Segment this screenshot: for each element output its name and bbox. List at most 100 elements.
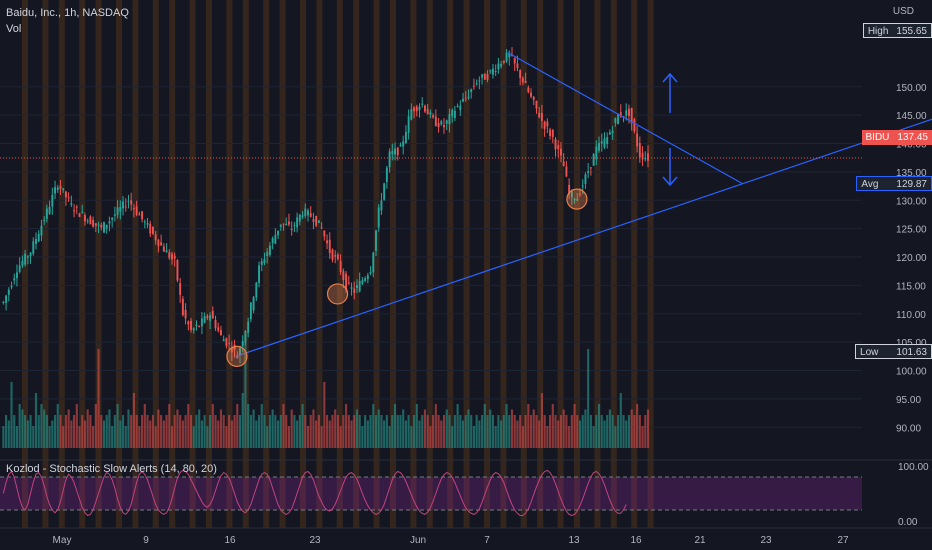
volume-bar bbox=[296, 420, 299, 448]
candle-body bbox=[141, 211, 144, 220]
session-band bbox=[279, 0, 286, 528]
volume-bar bbox=[86, 409, 89, 448]
candle-body bbox=[372, 252, 375, 273]
candle-body bbox=[220, 330, 222, 336]
candle-body bbox=[279, 224, 282, 227]
volume-bar bbox=[339, 426, 342, 448]
candle-body bbox=[181, 298, 184, 316]
candle-body bbox=[249, 302, 252, 320]
session-band bbox=[574, 0, 580, 528]
volume-bar bbox=[21, 409, 24, 448]
volume-bar bbox=[434, 404, 437, 448]
volume-bar bbox=[151, 415, 155, 448]
x-tick-label: 9 bbox=[143, 535, 149, 546]
resistance-trendline bbox=[507, 52, 743, 184]
candle-body bbox=[388, 151, 391, 168]
candle-body bbox=[532, 96, 535, 100]
candle-body bbox=[573, 199, 576, 201]
candle-body bbox=[407, 116, 410, 133]
volume-bar bbox=[173, 415, 176, 448]
volume-bar bbox=[529, 415, 533, 448]
candle-body bbox=[73, 210, 76, 212]
volume-bar bbox=[402, 409, 405, 448]
volume-bar bbox=[198, 409, 201, 448]
volume-bar bbox=[157, 409, 160, 448]
candle-body bbox=[394, 148, 396, 155]
session-band bbox=[206, 0, 212, 528]
candle-body bbox=[5, 295, 8, 303]
session-band bbox=[557, 0, 564, 528]
session-band bbox=[300, 0, 306, 528]
candle-body bbox=[317, 220, 320, 223]
y-tick-label: 135.00 bbox=[896, 168, 927, 179]
candle-body bbox=[97, 224, 100, 226]
volume-bar bbox=[195, 415, 198, 448]
candle-body bbox=[122, 201, 124, 209]
candle-body bbox=[350, 287, 353, 289]
symbol-label: BIDU bbox=[861, 130, 894, 145]
candle-body bbox=[443, 124, 445, 128]
volume-bar bbox=[603, 420, 606, 448]
candle-body bbox=[94, 223, 97, 226]
volume-bar bbox=[244, 338, 247, 448]
volume-bar bbox=[578, 420, 582, 448]
volume-bar bbox=[467, 409, 470, 448]
candle-body bbox=[404, 131, 407, 143]
candle-body bbox=[315, 215, 318, 226]
volume-bar bbox=[630, 409, 633, 448]
volume-bar bbox=[105, 415, 108, 448]
candle-body bbox=[347, 282, 350, 284]
candle-body bbox=[18, 265, 21, 272]
y-tick-label: 115.00 bbox=[896, 281, 926, 292]
volume-bar bbox=[64, 415, 67, 448]
candle-body bbox=[614, 118, 617, 123]
up-arrow-head bbox=[662, 72, 678, 83]
candle-body bbox=[396, 147, 399, 156]
y-tick-label: 145.00 bbox=[896, 111, 927, 122]
volume-bar bbox=[141, 415, 144, 448]
candle-body bbox=[105, 224, 108, 229]
candle-body bbox=[244, 330, 247, 343]
volume-bar bbox=[584, 409, 587, 448]
volume-bar bbox=[366, 420, 369, 448]
volume-bar bbox=[568, 426, 571, 448]
volume-bar bbox=[543, 415, 546, 448]
candle-body bbox=[288, 221, 290, 225]
candle-body bbox=[513, 57, 516, 64]
candle-body bbox=[64, 191, 67, 198]
candle-body bbox=[377, 207, 380, 228]
volume-bar bbox=[317, 415, 320, 448]
candle-body bbox=[198, 326, 201, 328]
candle-body bbox=[456, 105, 459, 107]
volume-bar bbox=[290, 409, 293, 448]
candle-body bbox=[298, 214, 301, 222]
volume-bar bbox=[271, 409, 274, 448]
volume-bar bbox=[309, 415, 312, 448]
volume-bar bbox=[524, 415, 527, 448]
candle-body bbox=[434, 116, 437, 127]
candle-body bbox=[282, 223, 285, 225]
volume-bar bbox=[162, 420, 165, 448]
candle-body bbox=[472, 85, 475, 87]
candle-body bbox=[296, 217, 299, 228]
volume-bar bbox=[315, 420, 318, 448]
volume-bar bbox=[176, 409, 179, 448]
candle-body bbox=[301, 215, 304, 217]
candle-body bbox=[486, 74, 489, 80]
volume-bar bbox=[222, 415, 225, 448]
volume-bar bbox=[418, 420, 421, 448]
y-tick-label: 150.00 bbox=[896, 83, 927, 94]
candle-body bbox=[584, 174, 587, 184]
volume-bar bbox=[219, 409, 223, 448]
candle-body bbox=[78, 213, 81, 217]
volume-bar bbox=[576, 415, 579, 448]
candle-body bbox=[576, 198, 579, 201]
volume-bar bbox=[453, 415, 456, 448]
volume-bar bbox=[592, 426, 595, 448]
volume-bar bbox=[268, 415, 271, 448]
volume-bar bbox=[301, 404, 304, 448]
volume-bar bbox=[282, 404, 285, 448]
volume-bar bbox=[472, 426, 475, 448]
y-tick-label: 120.00 bbox=[896, 253, 927, 264]
